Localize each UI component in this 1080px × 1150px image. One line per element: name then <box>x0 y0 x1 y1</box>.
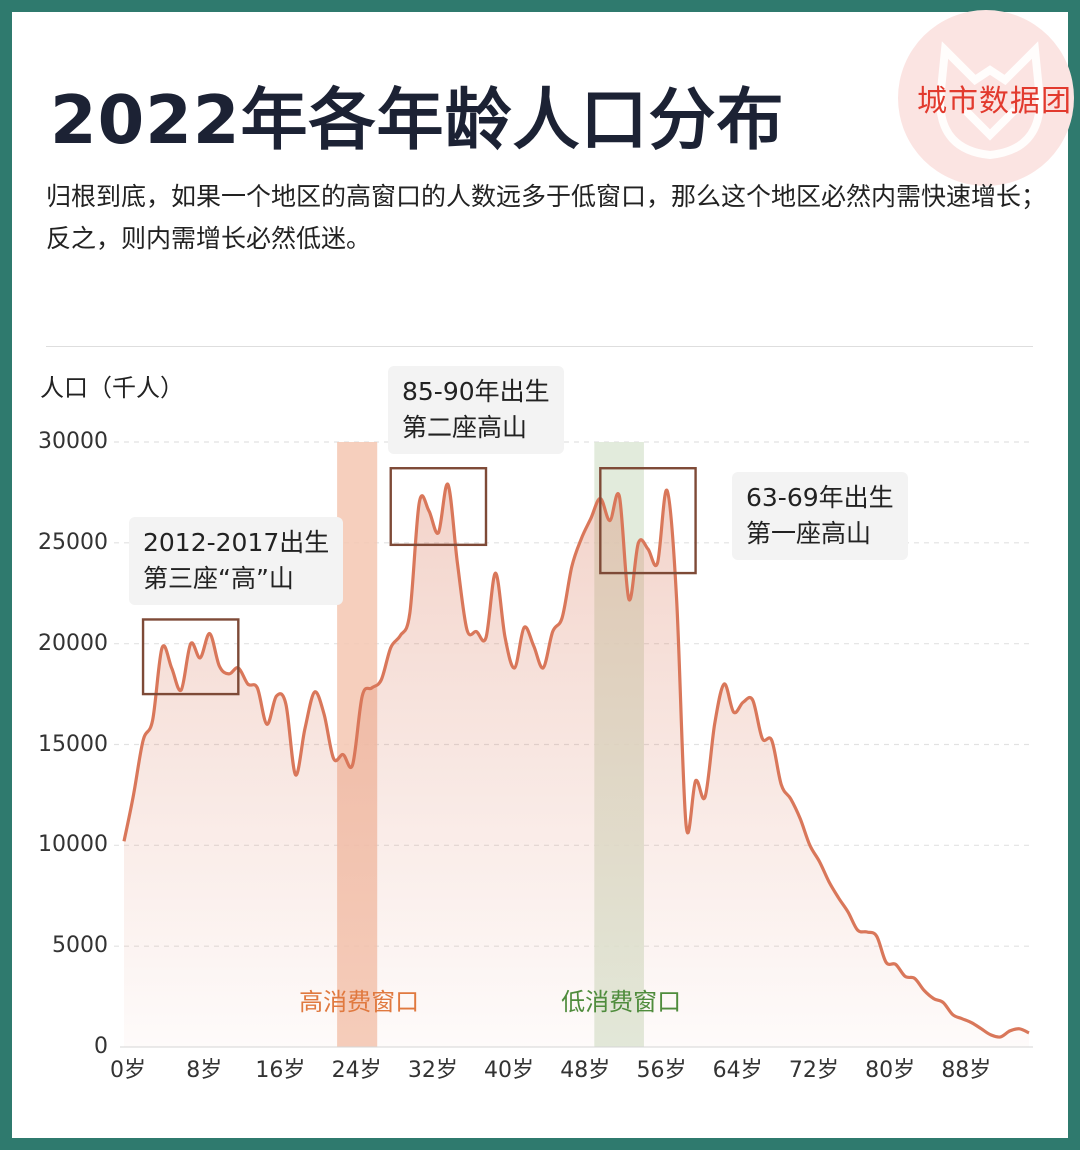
x-tick-label: 16岁 <box>255 1058 306 1083</box>
y-tick-label: 15000 <box>38 731 108 757</box>
x-tick-label: 32岁 <box>407 1058 458 1083</box>
population-area-fill <box>124 484 1029 1047</box>
annotation-first-peak-line1: 63-69年出生 <box>746 483 894 512</box>
y-tick-label: 25000 <box>38 529 108 555</box>
x-tick-label: 64岁 <box>712 1058 763 1083</box>
x-tick-label: 40岁 <box>484 1058 535 1083</box>
page-description: 归根到底，如果一个地区的高窗口的人数远多于低窗口，那么这个地区必然内需快速增长；… <box>46 182 1047 253</box>
high-consumption-window-label: 高消费窗口 <box>299 988 420 1016</box>
x-tick-label: 24岁 <box>331 1058 382 1083</box>
y-tick-label: 20000 <box>38 630 108 656</box>
x-tick-label: 48岁 <box>560 1058 611 1083</box>
x-tick-label: 56岁 <box>636 1058 687 1083</box>
y-tick-label: 30000 <box>38 429 108 454</box>
annotation-first-peak: 63-69年出生 第一座高山 <box>732 472 908 560</box>
annotation-second-peak: 85-90年出生 第二座高山 <box>388 366 564 454</box>
page-title: 2022年各年龄人口分布 <box>50 81 785 159</box>
divider <box>46 346 1033 347</box>
population-series-line <box>122 482 1030 1039</box>
y-tick-label: 0 <box>94 1034 108 1059</box>
annotation-third-peak-line2: 第三座“高”山 <box>143 564 294 593</box>
x-tick-label: 8岁 <box>186 1058 223 1083</box>
annotation-first-peak-line2: 第一座高山 <box>746 519 872 548</box>
x-tick-label: 80岁 <box>865 1058 916 1083</box>
y-tick-label: 5000 <box>52 933 108 959</box>
brand-name: 城市数据团 <box>917 84 1072 119</box>
annotation-second-peak-line2: 第二座高山 <box>402 413 528 442</box>
y-tick-label: 10000 <box>38 832 108 858</box>
annotation-third-peak-line1: 2012-2017出生 <box>143 528 330 557</box>
peak-highlight-box <box>389 467 488 547</box>
annotation-third-peak: 2012-2017出生 第三座“高”山 <box>129 517 344 605</box>
low-consumption-window-label: 低消费窗口 <box>561 988 682 1016</box>
x-tick-label: 0岁 <box>110 1058 146 1083</box>
x-tick-label: 88岁 <box>941 1058 992 1083</box>
peak-highlight-box <box>141 618 240 696</box>
x-tick-label: 72岁 <box>788 1058 839 1083</box>
annotation-second-peak-line1: 85-90年出生 <box>402 377 550 406</box>
peak-highlight-box <box>599 467 697 575</box>
cat-logo-icon <box>935 41 1045 160</box>
y-axis-label: 人口（千人） <box>40 374 184 402</box>
